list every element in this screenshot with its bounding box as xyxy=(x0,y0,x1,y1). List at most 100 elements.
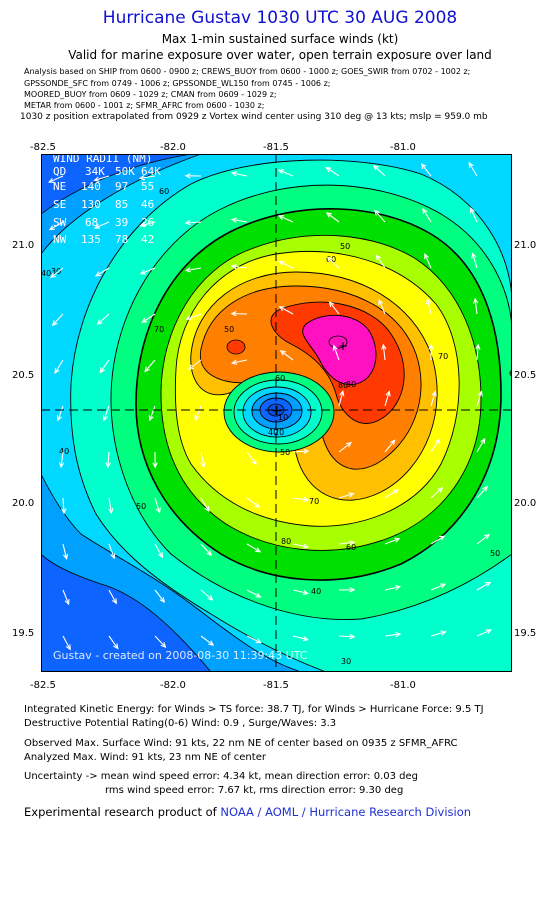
wind-vector-head xyxy=(47,177,55,183)
wind-vector xyxy=(384,538,400,545)
wind-vector-head xyxy=(332,344,338,351)
wind-vector-head xyxy=(254,502,261,508)
contour-label: 50 xyxy=(490,549,500,558)
wind-vector-head xyxy=(48,225,55,231)
wind-vector xyxy=(292,589,308,594)
wind-vector-head xyxy=(471,252,477,259)
wind-vector-head xyxy=(381,343,387,350)
wind-radii-cell: 85 xyxy=(115,198,128,211)
wind-vector xyxy=(231,218,248,223)
wind-vector xyxy=(384,489,399,499)
wind-vector-head xyxy=(159,597,166,604)
wind-vector-head xyxy=(303,496,310,503)
wind-vector xyxy=(94,175,110,181)
wind-vector-head xyxy=(204,505,210,513)
wind-vector-head xyxy=(160,642,167,648)
contour-label: 50 xyxy=(280,448,290,457)
analysis-line: MOORED_BUOY from 0609 - 1029 z; CMAN fro… xyxy=(24,90,277,99)
wind-vector-head xyxy=(437,487,444,493)
wind-vector xyxy=(338,391,344,407)
wind-vector xyxy=(292,450,309,453)
wind-vector xyxy=(246,543,261,553)
uncertainty-mean: Uncertainty -> mean wind speed error: 4.… xyxy=(24,771,419,782)
wind-vector-head xyxy=(61,508,67,515)
wind-vector-head xyxy=(349,587,356,593)
wind-radii-cell: 140 xyxy=(81,180,101,193)
analysis-line: GPSSONDE_SFC from 0749 - 1006 z; GPSSOND… xyxy=(24,79,331,88)
wind-vector xyxy=(326,167,340,177)
wind-radii-cell: SW xyxy=(53,216,67,229)
wind-vector xyxy=(140,221,156,227)
wind-vector-head xyxy=(94,271,102,277)
wind-vector-head xyxy=(96,319,103,325)
contour-label: 80 xyxy=(281,537,291,546)
wind-vector xyxy=(62,635,71,650)
credit-org-link[interactable]: NOAA / AOML / Hurricane Research Divisio… xyxy=(220,805,472,819)
page-title: Hurricane Gustav 1030 UTC 30 AUG 2008 xyxy=(102,8,458,28)
wind-vector xyxy=(185,221,202,224)
wind-vector xyxy=(48,175,64,183)
wind-vector-head xyxy=(56,415,62,422)
contour-labels: 3040506070805060708060504030201040506070… xyxy=(41,187,512,666)
wind-radii-cell: 26 xyxy=(141,216,154,229)
wind-vector-head xyxy=(93,223,101,229)
wind-vector xyxy=(476,581,491,591)
lon-tick-label: -82.0 xyxy=(160,680,186,691)
wind-vector-head xyxy=(277,215,285,221)
wind-vector xyxy=(107,451,110,468)
contour-label: 80 xyxy=(346,380,356,389)
wind-vector-head xyxy=(431,390,437,397)
wind-vector-head xyxy=(477,390,483,397)
contour-label: 20 xyxy=(274,428,284,437)
wind-radii-header-cell: 34K xyxy=(85,165,105,178)
contour-label: 70 xyxy=(438,352,448,361)
wind-vector xyxy=(49,221,64,231)
wind-vector xyxy=(279,306,294,315)
wind-vector-head xyxy=(348,492,355,498)
wind-vector xyxy=(384,391,390,407)
wind-vector xyxy=(108,543,115,559)
wind-radii-header-cell: 50K xyxy=(115,165,135,178)
wind-vector xyxy=(470,207,478,223)
analysis-line: Analysis based on SHIP from 0600 - 0900 … xyxy=(24,67,471,76)
wind-vector xyxy=(430,391,436,407)
wind-vector-head xyxy=(434,438,441,445)
wind-vector-head xyxy=(375,254,382,261)
wind-vector xyxy=(278,169,294,177)
wind-vector-head xyxy=(470,207,475,214)
wind-vector-head xyxy=(194,415,200,422)
observed-max-wind: Observed Max. Surface Wind: 91 kts, 22 n… xyxy=(24,738,458,749)
wind-vector-head xyxy=(148,415,154,422)
wind-vector-head xyxy=(99,367,105,374)
contour-label: 40 xyxy=(311,587,321,596)
wind-vector xyxy=(474,298,478,315)
wind-vector-head xyxy=(105,462,111,469)
max-wind-marker: + xyxy=(338,339,348,353)
wind-vector xyxy=(384,633,401,637)
wind-vector xyxy=(200,589,213,601)
lat-tick-label: 21.0 xyxy=(12,240,35,251)
wind-vector xyxy=(60,451,64,468)
wind-vector-head xyxy=(113,643,119,650)
wind-vector xyxy=(246,589,261,598)
wind-vector xyxy=(333,345,340,361)
contour-label: 50 xyxy=(224,325,234,334)
map-watermark: Gustav - created on 2008-08-30 11:39:43 … xyxy=(53,649,308,662)
wind-vector xyxy=(421,163,432,177)
wind-vector xyxy=(476,438,486,453)
wind-vector xyxy=(97,313,110,325)
wind-vector xyxy=(99,359,110,373)
wind-vector-head xyxy=(277,169,285,175)
wind-vector xyxy=(292,543,308,548)
wind-vector xyxy=(154,589,165,603)
wind-vector-head xyxy=(420,163,427,170)
wind-vector-head xyxy=(139,222,146,228)
lat-tick-label: 21.0 xyxy=(514,240,537,251)
wind-vector-head xyxy=(184,173,191,179)
wind-radii-cell: 78 xyxy=(115,233,128,246)
wind-vector xyxy=(232,359,248,364)
lon-tick-label: -82.0 xyxy=(160,142,186,153)
wind-vector-head xyxy=(480,437,486,444)
wind-vector xyxy=(378,299,386,315)
wind-vector-head xyxy=(473,297,479,304)
